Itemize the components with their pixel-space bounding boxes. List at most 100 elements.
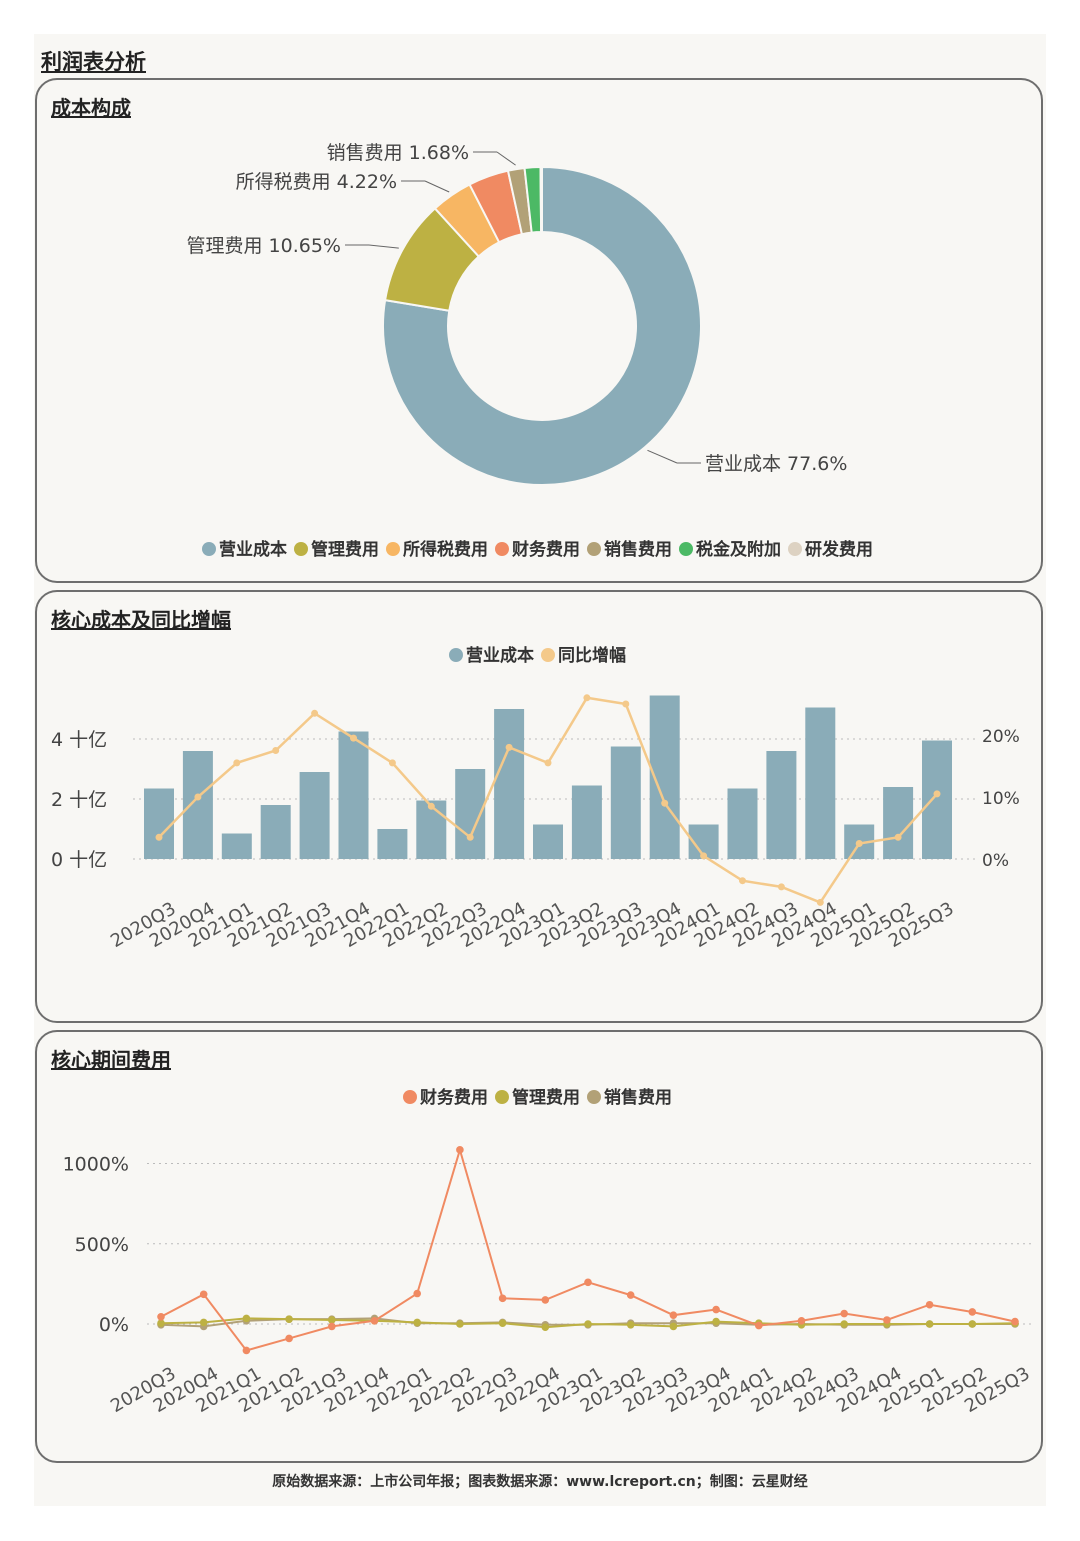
yoy-point [272,747,280,754]
legend-marker [679,542,693,556]
legend-marker [294,542,308,556]
bar [883,787,914,859]
series-point [541,1296,550,1304]
y2-tick-label: 20% [982,727,1020,747]
legend-label: 营业成本 [219,539,287,560]
legend-label: 管理费用 [311,539,379,560]
cost-composition-panel: 成本构成 营业成本 77.6% 管理费用 10.65% 所得税费用 4.22% 销售费… [35,78,1043,583]
legend-label: 销售费用 [604,1087,672,1108]
series-point [328,1316,336,1324]
yoy-point [700,852,708,860]
y-tick-label: 0% [99,1314,129,1336]
series-point [755,1321,763,1330]
pie-slice [539,165,543,234]
yoy-point [427,802,435,810]
yoy-point [583,694,591,702]
y-tick-label: 0 十亿 [51,849,107,871]
series-point [584,1278,592,1287]
pie-slice [382,165,702,486]
legend-marker [495,1090,509,1104]
legend-label: 管理费用 [512,1087,580,1108]
series-point [370,1316,379,1325]
report-page: 利润表分析 成本构成 营业成本 77.6% 管理费用 10.65% 所得税费用 4.… [34,34,1046,1506]
series-point [797,1316,806,1325]
y2-tick-label: 10% [982,789,1020,809]
series-point [199,1290,208,1299]
legend-marker [202,542,216,556]
legend-label: 同比增幅 [558,645,626,666]
yoy-point [622,700,630,708]
bar [221,833,252,859]
series-point [242,1314,251,1323]
series-point [925,1300,934,1309]
bar [571,785,602,859]
label-leader [647,449,678,464]
yoy-point [233,759,241,767]
legend-marker [788,542,802,556]
source-footer: 原始数据来源：上市公司年报；图表数据来源：www.lcreport.cn；制图：… [272,1474,808,1490]
y-tick-label: 2 十亿 [51,789,107,811]
bar [610,746,641,859]
series-point [242,1346,251,1355]
page-title: 利润表分析 [41,50,146,74]
y2-tick-label: 0% [982,851,1009,871]
legend-marker [587,1090,601,1104]
panel-title: 核心成本及同比增幅 [51,608,231,632]
series-point [968,1308,977,1316]
legend-label: 销售费用 [604,539,672,560]
bar [494,709,525,859]
legend-label: 所得税费用 [403,539,488,560]
legend-marker [541,648,555,662]
bar [766,751,797,859]
yoy-point [311,709,319,717]
legend-marker [403,1090,417,1104]
legend-label: 税金及附加 [696,539,781,560]
legend-label: 财务费用 [511,539,580,560]
panel-title: 核心期间费用 [51,1048,171,1072]
series-point [840,1320,848,1328]
legend-marker [449,648,463,662]
series-point [925,1320,934,1328]
label-leader [368,244,399,249]
data-label: 营业成本 77.6% [705,453,847,475]
yoy-point [505,743,513,751]
series-point [669,1311,678,1319]
bar [533,824,563,859]
legend-marker [495,542,509,556]
legend-marker [587,542,601,556]
series-point [285,1315,293,1323]
series-point [883,1316,891,1324]
series-point [712,1305,720,1314]
legend-label: 营业成本 [466,645,534,666]
series-point [157,1312,165,1321]
yoy-point [544,759,552,767]
line-chart: 财务费用 管理费用 销售费用0%500%1000%2020Q32020Q42021Q… [63,1087,1034,1417]
y-tick-label: 500% [75,1234,129,1256]
data-label: 销售费用 1.68% [327,142,469,164]
series-point [199,1318,208,1327]
bar [144,788,174,859]
bar [260,805,291,859]
series-point [498,1294,507,1303]
series-point [541,1323,550,1332]
series-point [626,1291,635,1299]
yoy-point [350,734,357,742]
bar [416,800,447,859]
data-label: 管理费用 10.65% [187,235,342,257]
legend-label: 财务费用 [419,1087,488,1108]
yoy-point [388,759,396,767]
bar [338,731,369,859]
core-cost-panel: 核心成本及同比增幅 营业成本 同比增幅 0 十亿 2 十亿 4 十亿 0% 10% 20% 20… [35,590,1043,1023]
series-point [328,1322,336,1331]
y-tick-label: 4 十亿 [51,729,107,751]
series-point [456,1146,464,1154]
series-point [584,1320,592,1328]
legend-marker [386,542,400,556]
yoy-point [194,793,202,801]
bar [182,751,213,859]
label-leader [424,180,450,193]
series-point [285,1334,293,1343]
label-leader [496,151,516,166]
period-expense-panel: 核心期间费用 财务费用 管理费用 销售费用 0% 500% 1000% 2020Q3 2020… [35,1030,1043,1463]
